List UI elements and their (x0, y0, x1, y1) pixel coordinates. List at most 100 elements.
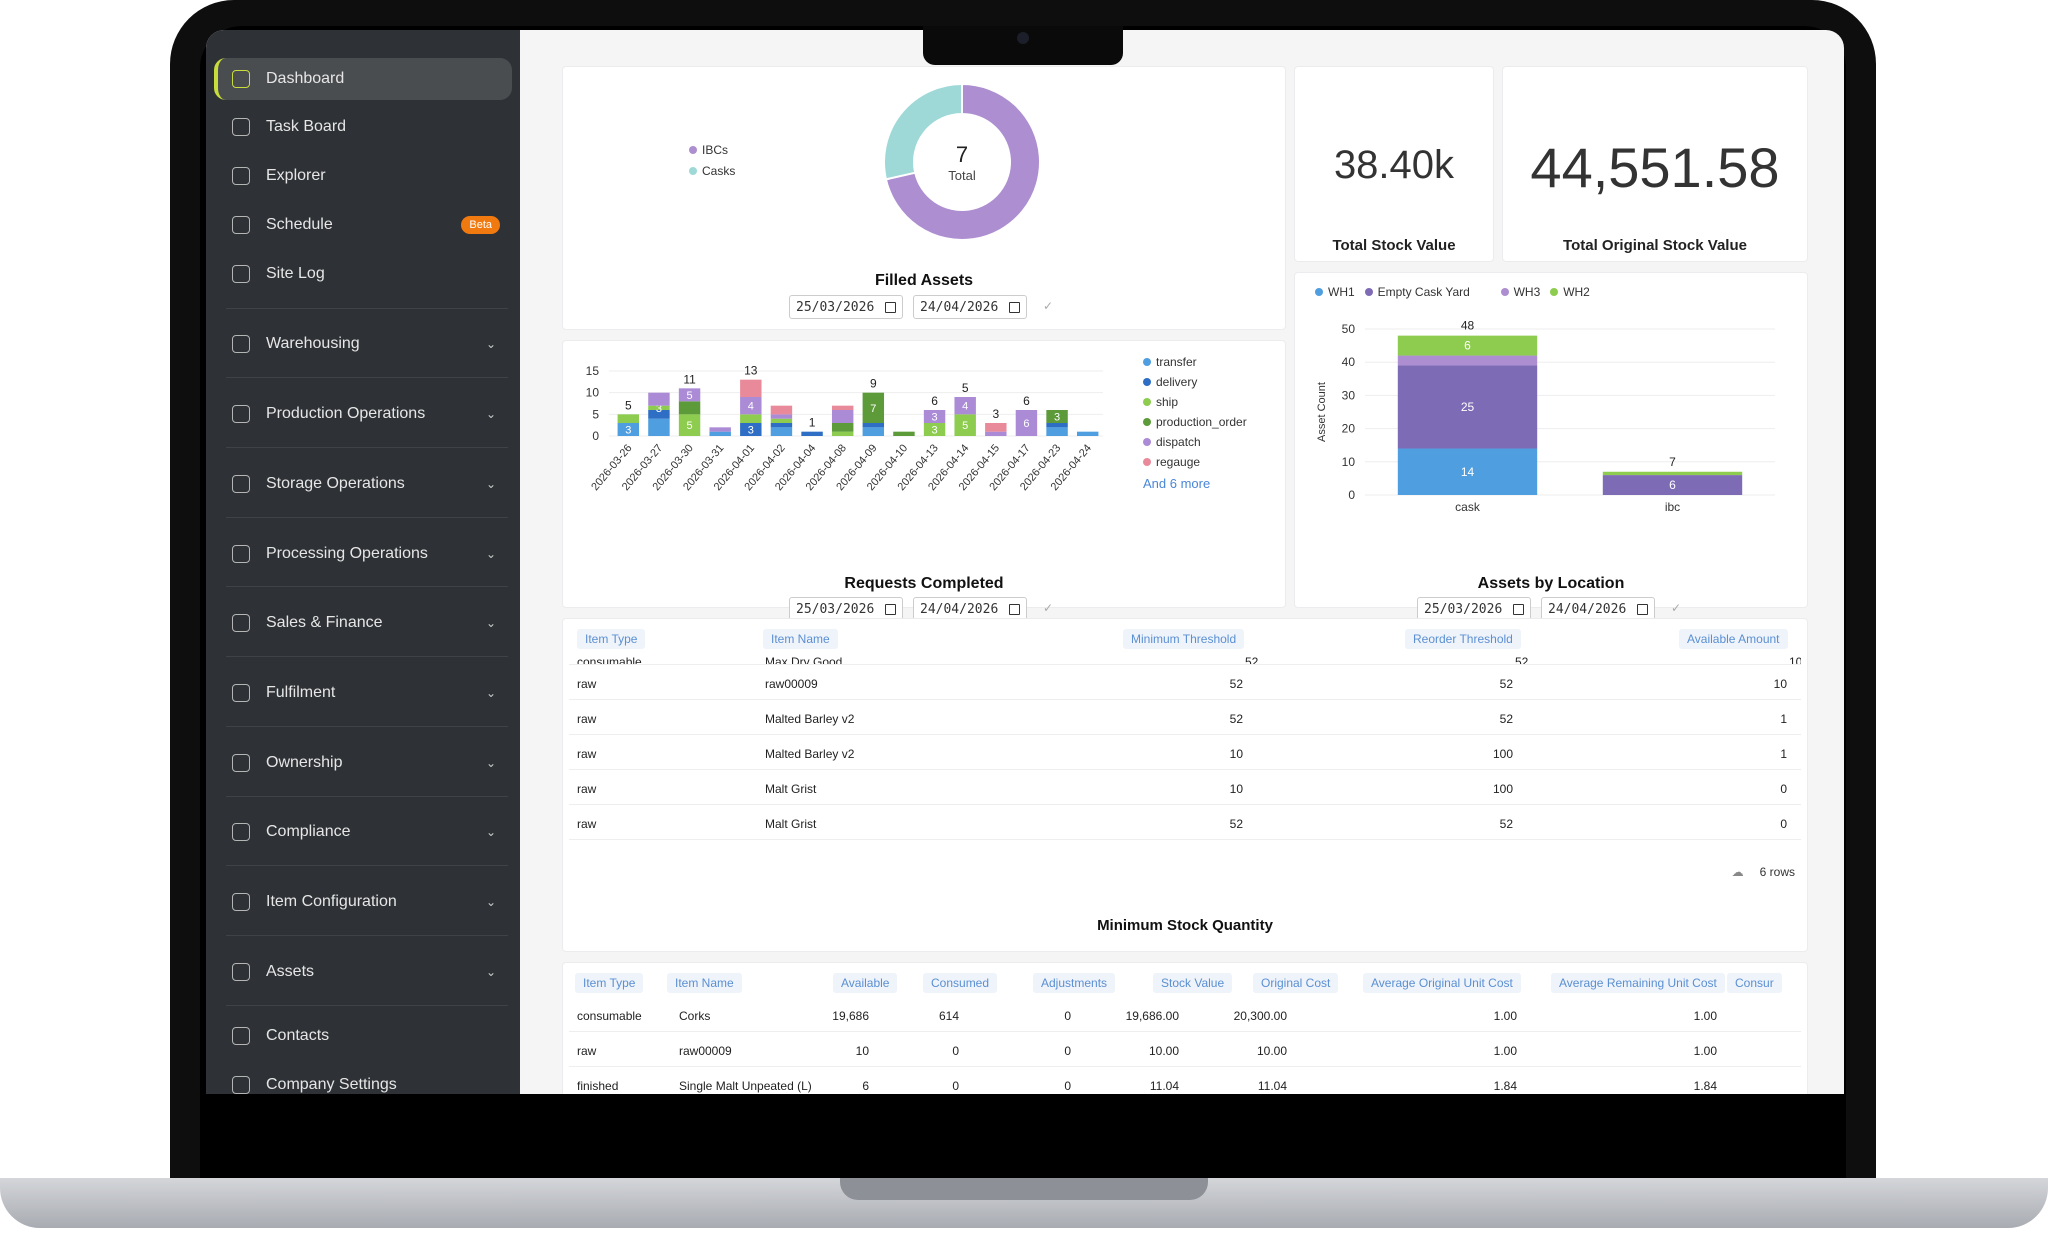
bar-segment-delivery[interactable] (740, 423, 762, 436)
sidebar-item-processing-operations[interactable]: Processing Operations ⌄ (214, 533, 512, 575)
table-row[interactable]: raw Malted Barley v2 52 52 1 (569, 700, 1801, 735)
bar-segment-ship[interactable] (831, 431, 854, 436)
calendar-icon[interactable] (1513, 604, 1524, 615)
table-row-partial[interactable]: consumable Max Dry Good 52 52 10 (569, 629, 1801, 665)
bar-segment-production_order[interactable] (893, 431, 915, 436)
check-icon[interactable]: ✓ (1043, 299, 1054, 313)
sidebar-item-sales-finance[interactable]: Sales & Finance ⌄ (214, 602, 512, 644)
legend-item-transfer[interactable]: transfer (1143, 355, 1197, 369)
bar-segment-ship[interactable] (740, 414, 762, 423)
column-header[interactable]: Stock Value (1153, 973, 1233, 993)
bar-segment-delivery[interactable] (862, 423, 885, 428)
bar-segment-delivery[interactable] (648, 410, 670, 419)
column-header-item-type[interactable]: Item Type (577, 629, 646, 649)
bar-segment-regauge[interactable] (985, 423, 1007, 432)
calendar-icon[interactable] (885, 302, 896, 313)
column-header-item-name[interactable]: Item Name (763, 629, 838, 649)
legend-item[interactable]: Casks (689, 164, 735, 178)
calendar-icon[interactable] (1009, 604, 1020, 615)
sidebar-item-explorer[interactable]: Explorer (214, 155, 512, 197)
bar-segment-transfer[interactable] (709, 431, 731, 436)
sidebar-item-dashboard[interactable]: Dashboard (214, 58, 512, 100)
bar-segment-dispatch[interactable] (740, 397, 762, 415)
bar-segment-wh1[interactable] (1397, 448, 1538, 495)
donut-slice-ibcs[interactable] (884, 82, 1041, 241)
bar-segment-delivery[interactable] (801, 431, 823, 436)
column-header-available-amount[interactable]: Available Amount (1679, 629, 1788, 649)
sidebar-item-compliance[interactable]: Compliance ⌄ (214, 811, 512, 853)
bar-segment-delivery[interactable] (1046, 423, 1068, 428)
bar-segment-dispatch[interactable] (923, 410, 946, 423)
table-row[interactable]: raw raw00009 10 0 0 10.00 10.00 1.00 1.00 (569, 1032, 1801, 1067)
legend-item-wh3[interactable]: WH3 (1500, 285, 1540, 299)
sidebar-item-item-configuration[interactable]: Item Configuration ⌄ (214, 881, 512, 923)
bar-segment-dispatch[interactable] (709, 427, 731, 432)
sidebar-item-ownership[interactable]: Ownership ⌄ (214, 742, 512, 784)
date-from-input[interactable]: 25/03/2026 (789, 295, 903, 319)
bar-segment-dispatch[interactable] (1015, 410, 1038, 436)
cloud-download-icon[interactable]: ☁ (1731, 865, 1744, 879)
column-header[interactable]: Adjustments (1033, 973, 1116, 993)
bar-segment-production_order[interactable] (678, 401, 701, 415)
sidebar-item-storage-operations[interactable]: Storage Operations ⌄ (214, 463, 512, 505)
legend-item-regauge[interactable]: regauge (1143, 455, 1200, 469)
legend-more-link[interactable]: And 6 more (1143, 476, 1211, 491)
sidebar-item-warehousing[interactable]: Warehousing ⌄ (214, 323, 512, 365)
calendar-icon[interactable] (885, 604, 896, 615)
bar-segment-wh3[interactable] (1397, 355, 1538, 366)
table-row[interactable]: raw raw00009 52 52 10 (569, 665, 1801, 700)
sidebar-item-schedule[interactable]: Schedule Beta (214, 204, 512, 246)
donut-slice-casks[interactable] (883, 82, 963, 181)
bar-segment-wh2[interactable] (1397, 335, 1538, 356)
sidebar-item-contacts[interactable]: Contacts (214, 1015, 512, 1057)
column-header[interactable]: Item Name (667, 973, 742, 993)
bar-segment-dispatch[interactable] (678, 388, 701, 402)
column-header[interactable]: Available (833, 973, 898, 993)
sidebar-item-fulfilment[interactable]: Fulfilment ⌄ (214, 672, 512, 714)
calendar-icon[interactable] (1009, 302, 1020, 313)
legend-item-empty-cask-yard[interactable]: Empty Cask Yard (1364, 285, 1470, 299)
legend-item-dispatch[interactable]: dispatch (1143, 435, 1201, 449)
legend-item-wh1[interactable]: WH1 (1315, 285, 1355, 299)
sidebar-item-assets[interactable]: Assets ⌄ (214, 951, 512, 993)
sidebar-item-task-board[interactable]: Task Board (214, 106, 512, 148)
table-row[interactable]: raw Malt Grist 52 52 0 (569, 805, 1801, 840)
date-from-input[interactable]: 25/03/2026 (789, 597, 903, 621)
bar-segment-dispatch[interactable] (831, 410, 854, 423)
bar-segment-transfer[interactable] (1076, 431, 1099, 436)
bar-segment-ship[interactable] (617, 414, 640, 423)
check-icon[interactable]: ✓ (1043, 601, 1054, 615)
column-header[interactable]: Item Type (575, 973, 644, 993)
sidebar-item-production-operations[interactable]: Production Operations ⌄ (214, 393, 512, 435)
bar-segment-ship[interactable] (678, 414, 701, 436)
sidebar-item-company-settings[interactable]: Company Settings (214, 1064, 512, 1094)
calendar-icon[interactable] (1637, 604, 1648, 615)
column-header[interactable]: Average Remaining Unit Cost (1551, 973, 1725, 993)
bar-segment-dispatch[interactable] (648, 392, 670, 406)
legend-item-wh2[interactable]: WH2 (1550, 285, 1590, 299)
table-row[interactable]: finished Single Malt Unpeated (L) 6 0 0 11.04… (569, 1067, 1801, 1094)
date-to-input[interactable]: 24/04/2026 (913, 295, 1027, 319)
legend-item[interactable]: IBCs (689, 143, 728, 157)
table-row[interactable]: raw Malt Grist 10 100 0 (569, 770, 1801, 805)
bar-segment-ship[interactable] (923, 423, 946, 436)
bar-segment-transfer[interactable] (617, 423, 640, 436)
check-icon[interactable]: ✓ (1671, 601, 1682, 615)
bar-segment-dispatch[interactable] (954, 397, 976, 415)
sidebar-item-site-log[interactable]: Site Log (214, 253, 512, 295)
bar-segment-wh2[interactable] (1602, 471, 1743, 476)
bar-segment-empty-cask-yard[interactable] (1602, 475, 1743, 495)
bar-segment-delivery[interactable] (770, 423, 793, 428)
table-row[interactable]: raw Malted Barley v2 10 100 1 (569, 735, 1801, 770)
bar-segment-regauge[interactable] (831, 405, 854, 410)
bar-segment-transfer[interactable] (862, 427, 885, 436)
bar-segment-empty-cask-yard[interactable] (1397, 365, 1538, 449)
bar-segment-ship[interactable] (648, 405, 670, 410)
date-to-input[interactable]: 24/04/2026 (913, 597, 1027, 621)
column-header[interactable]: Average Original Unit Cost (1363, 973, 1521, 993)
table-row[interactable]: consumable Corks 19,686 614 0 19,686.00 20,300… (569, 997, 1801, 1032)
date-from-input[interactable]: 25/03/2026 (1417, 597, 1531, 621)
bar-segment-regauge[interactable] (770, 405, 793, 415)
bar-segment-production_order[interactable] (862, 392, 885, 423)
bar-segment-transfer[interactable] (648, 418, 670, 436)
